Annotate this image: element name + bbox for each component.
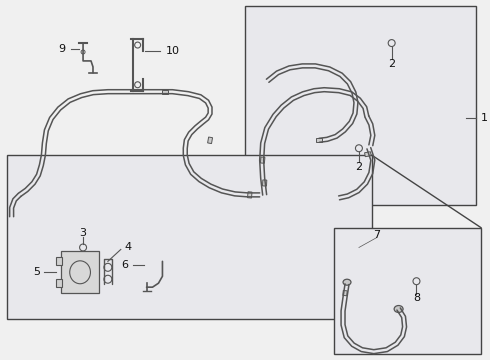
Text: 8: 8	[413, 293, 420, 303]
Text: 1: 1	[481, 113, 488, 123]
Bar	[260, 157, 265, 163]
Ellipse shape	[70, 261, 91, 284]
Text: 6: 6	[122, 260, 129, 270]
Bar	[163, 90, 169, 94]
Text: 10: 10	[166, 46, 179, 56]
Bar	[208, 137, 213, 144]
Bar	[245, 6, 476, 205]
Text: 5: 5	[33, 267, 40, 277]
Text: 2: 2	[388, 59, 395, 69]
Text: 2: 2	[355, 162, 363, 172]
Bar	[316, 138, 322, 142]
Bar	[56, 279, 62, 287]
Bar	[334, 228, 481, 354]
Bar	[365, 152, 371, 157]
Text: 3: 3	[79, 228, 87, 238]
Bar	[56, 257, 62, 265]
Text: 4: 4	[125, 243, 132, 252]
Text: 9: 9	[58, 44, 65, 54]
Ellipse shape	[343, 279, 351, 285]
Bar	[263, 180, 267, 186]
Bar	[7, 155, 372, 319]
Bar	[343, 291, 347, 296]
Text: 7: 7	[373, 230, 380, 239]
Bar	[61, 251, 99, 293]
Bar	[247, 192, 252, 198]
Ellipse shape	[394, 306, 403, 312]
